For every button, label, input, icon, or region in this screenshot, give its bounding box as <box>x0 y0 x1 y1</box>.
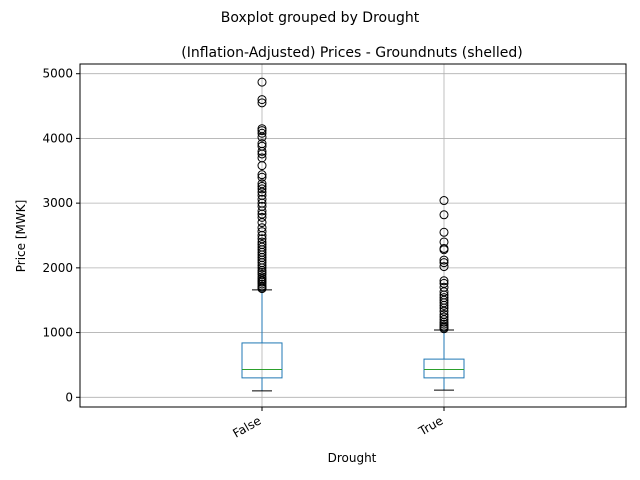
y-tick-label: 1000 <box>42 326 73 340</box>
x-tick-label: False <box>230 413 263 440</box>
axis-ticks: 0 1000 2000 3000 4000 5000 False True <box>42 67 445 441</box>
grid-lines <box>80 64 626 407</box>
y-tick-label: 4000 <box>42 131 73 145</box>
y-tick-label: 2000 <box>42 261 73 275</box>
plot-area-frame <box>80 64 626 407</box>
y-tick-label: 0 <box>65 390 73 404</box>
x-axis-label: Drought <box>328 451 377 465</box>
boxes-layer <box>242 78 464 391</box>
chart-suptitle: Boxplot grouped by Drought <box>221 10 420 26</box>
chart-title: (Inflation-Adjusted) Prices - Groundnuts… <box>181 45 522 61</box>
y-tick-label: 3000 <box>42 196 73 210</box>
y-axis-label: Price [MWK] <box>14 200 28 273</box>
y-tick-label: 5000 <box>42 67 73 81</box>
x-tick-label: True <box>416 413 446 438</box>
